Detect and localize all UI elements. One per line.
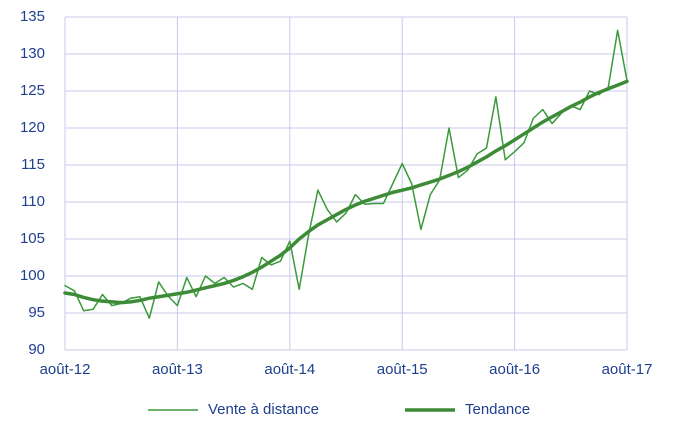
y-tick-label: 115 bbox=[21, 156, 45, 173]
x-tick-label: août-12 bbox=[40, 361, 91, 378]
legend-label: Vente à distance bbox=[208, 401, 319, 418]
legend-label: Tendance bbox=[465, 401, 530, 418]
x-tick-label: août-16 bbox=[489, 361, 540, 378]
x-tick-label: août-13 bbox=[152, 361, 203, 378]
y-tick-label: 135 bbox=[20, 8, 45, 25]
series-line bbox=[64, 29, 628, 319]
y-tick-label: 95 bbox=[28, 304, 45, 321]
series-line bbox=[63, 79, 629, 305]
y-tick-label: 120 bbox=[20, 119, 45, 136]
y-tick-label: 105 bbox=[20, 230, 45, 247]
x-tick-label: août-14 bbox=[264, 361, 315, 378]
y-tick-label: 110 bbox=[21, 193, 45, 210]
x-tick-label: août-17 bbox=[602, 361, 653, 378]
y-tick-label: 125 bbox=[20, 82, 45, 99]
y-tick-label: 100 bbox=[20, 267, 45, 284]
y-tick-label: 130 bbox=[20, 45, 45, 62]
x-tick-label: août-15 bbox=[377, 361, 428, 378]
y-tick-label: 90 bbox=[28, 341, 45, 358]
